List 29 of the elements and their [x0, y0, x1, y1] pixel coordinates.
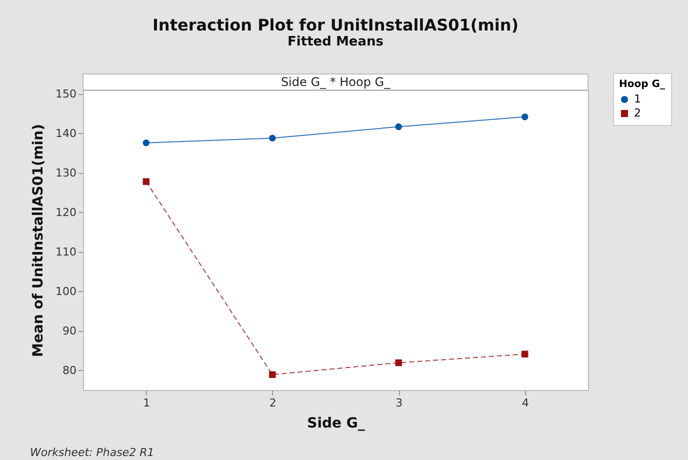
text: Worksheet: Phase2 R1 — [30, 446, 154, 459]
x-tick-label: 4 — [522, 396, 529, 410]
y-tick-label: 100 — [56, 284, 76, 298]
legend-title: Hoop G_ — [619, 79, 665, 90]
point — [142, 140, 150, 146]
point — [522, 113, 528, 120]
y-tick-label: 140 — [56, 126, 76, 140]
y-tick-label: 80 — [62, 364, 76, 377]
chart-subtitle: Fitted Means — [288, 34, 384, 50]
y-tick-label: 120 — [56, 206, 76, 219]
x-tick-label: 3 — [396, 396, 403, 410]
y-tick-label: 90 — [62, 324, 76, 338]
point — [395, 359, 402, 366]
legend-label: 2 — [634, 106, 641, 120]
point — [395, 123, 402, 130]
y-tick-label: 130 — [56, 166, 76, 180]
y-tick-label: 110 — [56, 245, 76, 258]
x-tick-label: 2 — [269, 396, 276, 410]
text: Side G_ * Hoop G_ — [280, 75, 392, 89]
y-tick-label: 150 — [56, 87, 76, 100]
point — [142, 178, 150, 185]
chart-title: Interaction Plot for UnitInstallAS01(min) — [152, 16, 519, 34]
y-axis-title: Mean of UnitInstallAS01(min) — [30, 124, 47, 357]
point — [269, 134, 276, 142]
x-tick-label: 1 — [143, 396, 150, 410]
point — [269, 371, 276, 378]
x-axis-title: Side G_ — [307, 416, 365, 432]
legend-label: 1 — [634, 92, 641, 106]
point — [522, 350, 528, 358]
